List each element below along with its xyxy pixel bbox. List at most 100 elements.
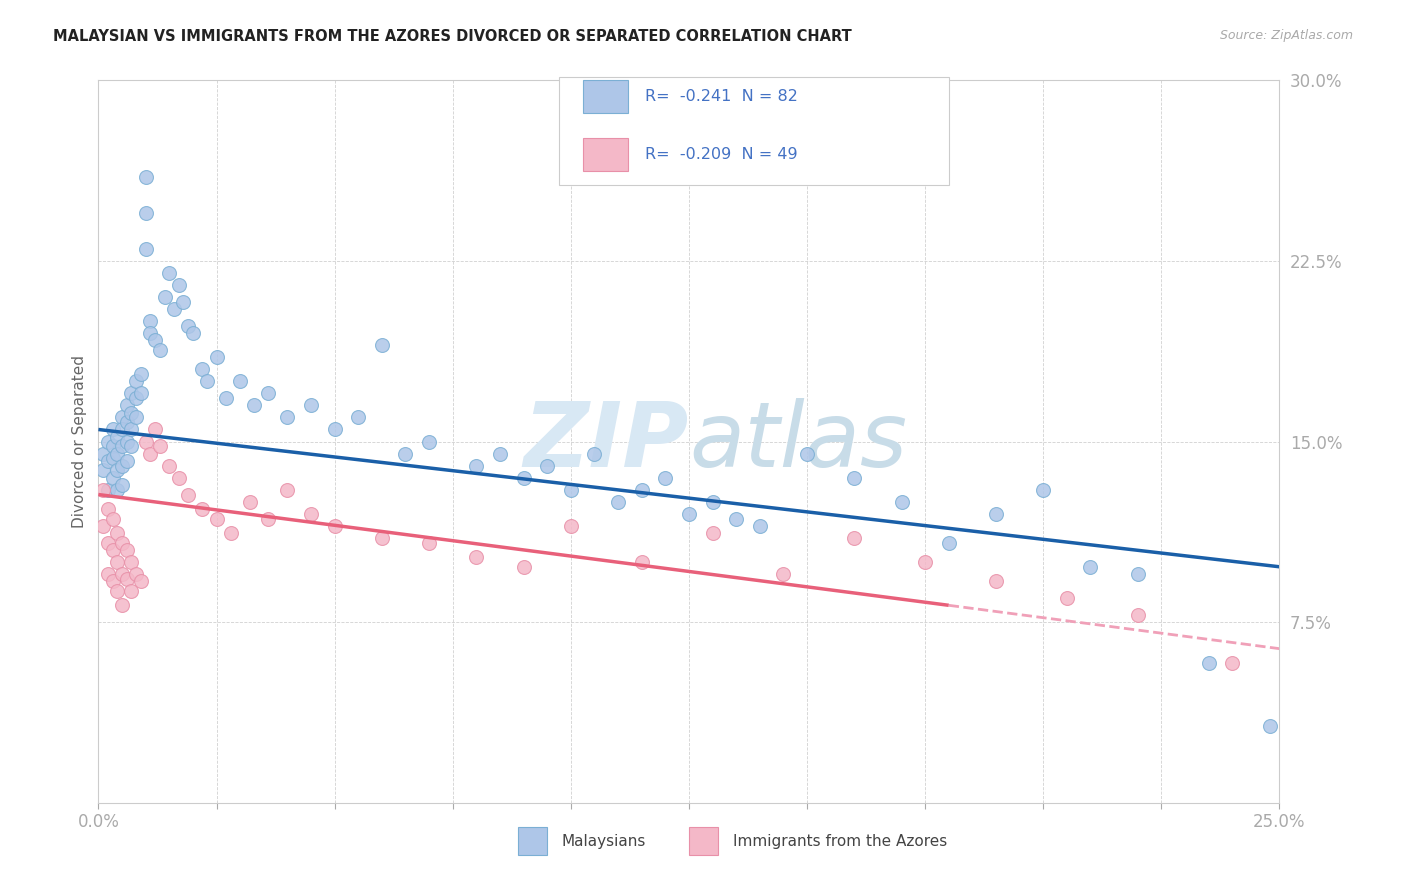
Point bbox=[97, 483, 120, 497]
Point bbox=[229, 374, 252, 388]
Point bbox=[101, 511, 124, 525]
Point bbox=[135, 169, 157, 184]
Point bbox=[607, 494, 630, 508]
Point bbox=[115, 434, 138, 449]
Point bbox=[914, 555, 936, 569]
Point bbox=[153, 290, 176, 304]
Point bbox=[560, 483, 582, 497]
Point bbox=[157, 266, 180, 280]
Point bbox=[115, 415, 138, 429]
Point bbox=[191, 502, 214, 516]
Point bbox=[111, 422, 134, 436]
Point bbox=[101, 542, 124, 557]
Point bbox=[1258, 719, 1281, 733]
Point bbox=[299, 398, 322, 412]
Point bbox=[654, 470, 676, 484]
Point bbox=[125, 374, 148, 388]
Point bbox=[139, 314, 162, 328]
Point bbox=[111, 439, 134, 453]
Text: Malaysians: Malaysians bbox=[561, 834, 645, 848]
Point bbox=[844, 531, 866, 545]
Point bbox=[1198, 656, 1220, 670]
Point bbox=[143, 334, 166, 348]
Point bbox=[105, 483, 128, 497]
Point bbox=[167, 277, 190, 292]
Point bbox=[115, 398, 138, 412]
Point bbox=[938, 535, 960, 549]
Point bbox=[135, 205, 157, 219]
Point bbox=[101, 439, 124, 453]
Text: ZIP: ZIP bbox=[523, 398, 689, 485]
Point bbox=[371, 531, 394, 545]
Point bbox=[984, 574, 1007, 589]
Point bbox=[111, 410, 134, 425]
Point bbox=[149, 343, 172, 357]
Point bbox=[163, 301, 186, 317]
Point bbox=[583, 446, 606, 460]
Text: MALAYSIAN VS IMMIGRANTS FROM THE AZORES DIVORCED OR SEPARATED CORRELATION CHART: MALAYSIAN VS IMMIGRANTS FROM THE AZORES … bbox=[53, 29, 852, 44]
Text: R=  -0.241  N = 82: R= -0.241 N = 82 bbox=[645, 89, 799, 104]
Point bbox=[91, 463, 114, 477]
Point bbox=[725, 511, 748, 525]
Point bbox=[115, 542, 138, 557]
Point bbox=[219, 526, 242, 541]
Point bbox=[172, 294, 194, 309]
Point bbox=[465, 458, 488, 473]
Point bbox=[105, 555, 128, 569]
Text: atlas: atlas bbox=[689, 398, 907, 485]
Point bbox=[177, 318, 200, 333]
Point bbox=[371, 338, 394, 352]
Point bbox=[121, 422, 143, 436]
Point bbox=[1220, 656, 1243, 670]
Point bbox=[205, 350, 228, 364]
Point bbox=[1126, 607, 1149, 622]
Point bbox=[276, 483, 298, 497]
Point bbox=[347, 410, 370, 425]
Point bbox=[489, 446, 512, 460]
Point bbox=[97, 502, 120, 516]
Point bbox=[772, 567, 794, 582]
Point bbox=[129, 367, 152, 381]
Point bbox=[702, 526, 724, 541]
Point bbox=[536, 458, 558, 473]
Point bbox=[748, 518, 770, 533]
Point bbox=[276, 410, 298, 425]
Point bbox=[512, 470, 534, 484]
Point bbox=[796, 446, 818, 460]
Point bbox=[191, 362, 214, 376]
Point bbox=[111, 478, 134, 492]
Point bbox=[394, 446, 416, 460]
Point bbox=[630, 555, 652, 569]
Point bbox=[105, 430, 128, 444]
Point bbox=[129, 574, 152, 589]
Point bbox=[323, 422, 346, 436]
Point bbox=[195, 374, 218, 388]
Point bbox=[512, 559, 534, 574]
Point bbox=[181, 326, 204, 340]
Point bbox=[239, 494, 262, 508]
Point bbox=[111, 458, 134, 473]
Point bbox=[101, 574, 124, 589]
Point bbox=[97, 567, 120, 582]
Point bbox=[111, 599, 134, 613]
Y-axis label: Divorced or Separated: Divorced or Separated bbox=[72, 355, 87, 528]
Point bbox=[167, 470, 190, 484]
Point bbox=[1032, 483, 1054, 497]
Point bbox=[157, 458, 180, 473]
Point bbox=[115, 454, 138, 468]
Point bbox=[125, 391, 148, 405]
Point bbox=[299, 507, 322, 521]
Point bbox=[678, 507, 700, 521]
Point bbox=[630, 483, 652, 497]
Point bbox=[91, 518, 114, 533]
Point bbox=[121, 406, 143, 420]
Point bbox=[465, 550, 488, 565]
Point bbox=[97, 434, 120, 449]
Point bbox=[135, 242, 157, 256]
Point bbox=[115, 572, 138, 586]
Point bbox=[125, 410, 148, 425]
Point bbox=[149, 439, 172, 453]
Point bbox=[105, 446, 128, 460]
Point bbox=[129, 386, 152, 401]
Point bbox=[257, 511, 280, 525]
